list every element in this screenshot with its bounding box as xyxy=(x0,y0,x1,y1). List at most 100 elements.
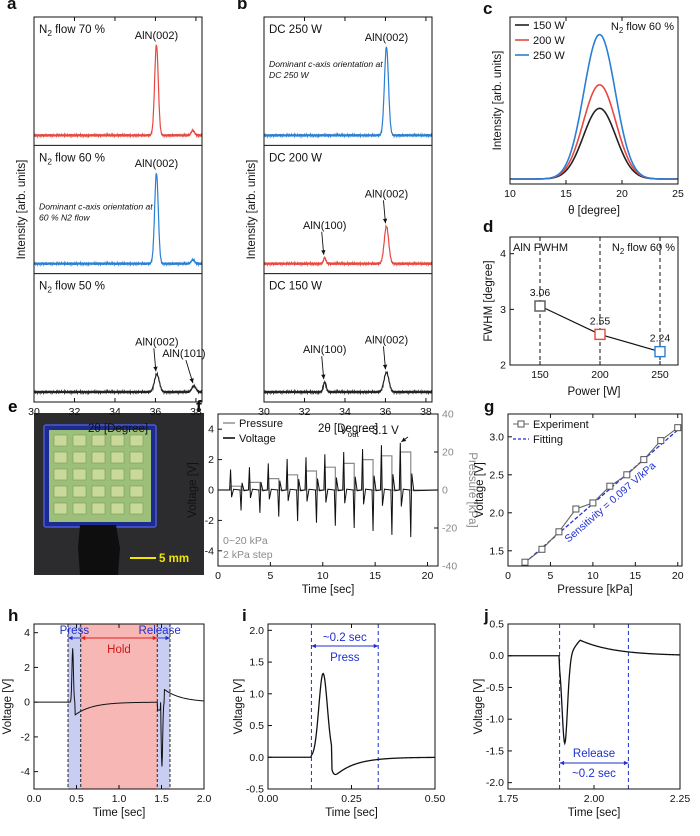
sensor-pixel xyxy=(129,468,144,481)
event-label-j: Release xyxy=(573,748,615,760)
press-label: Press xyxy=(60,625,90,637)
peak-arrow-head xyxy=(321,374,326,380)
panel-label-d: d xyxy=(483,217,493,236)
panel-label-f: f xyxy=(196,397,202,416)
x-tick-label: 2.00 xyxy=(584,793,605,805)
plot-frame-j xyxy=(507,623,681,790)
series-line-c-2 xyxy=(510,33,678,180)
x-tick-label: 0 xyxy=(505,570,511,582)
y-tick-label: -40 xyxy=(442,561,457,573)
peak-label: AlN(101) xyxy=(162,348,205,360)
y-tick-label: -0.5 xyxy=(246,784,264,796)
sensor-pixel xyxy=(72,485,87,498)
sensitivity-label: Sensitivity = 0.097 V/kPa xyxy=(563,460,659,546)
panel-label-j: j xyxy=(483,606,489,625)
y-axis-title-f: Voltage [V] xyxy=(187,462,199,518)
fwhm-point xyxy=(654,345,666,358)
x-tick-label: 2.25 xyxy=(670,793,691,805)
y-tick-label: 4 xyxy=(500,248,506,260)
sensor-pixel xyxy=(91,451,106,464)
x-tick-label: 32 xyxy=(299,406,311,418)
sensor-pixel xyxy=(110,434,125,447)
sensor-pixel xyxy=(72,502,87,515)
sensor-pixel xyxy=(110,502,125,515)
vout-arrow-head xyxy=(401,437,407,442)
experiment-point xyxy=(589,499,597,507)
y-axis-title-a: Intensity [arb. units] xyxy=(16,160,28,260)
peak-arrow-head xyxy=(382,364,388,370)
experiment-point xyxy=(555,528,563,536)
y-tick-label: 0.5 xyxy=(489,619,504,631)
peak-label: AlN(002) xyxy=(365,188,408,200)
sensor-pixel xyxy=(129,502,144,515)
y-tick-label: 0.5 xyxy=(249,720,264,732)
series-line-c-1 xyxy=(510,84,678,180)
voltage-trace xyxy=(218,442,439,538)
experiment-point xyxy=(606,482,614,490)
x-tick-label: 0.50 xyxy=(425,793,446,805)
x-axis-title-i: Time [sec] xyxy=(325,807,378,819)
panel-label-i: i xyxy=(242,606,247,625)
y-axis-title-j: Voltage [V] xyxy=(473,679,485,735)
peak-label: AlN(002) xyxy=(135,336,178,348)
sensor-pixel xyxy=(72,451,87,464)
y-axis-title-g: Voltage [V] xyxy=(474,462,486,518)
legend-label-pressure: Pressure xyxy=(239,418,283,430)
duration-arrow-right-j-head xyxy=(623,760,629,766)
sensor-pixel xyxy=(129,434,144,447)
x-tick-label: 38 xyxy=(190,406,202,418)
experiment-point xyxy=(521,558,529,566)
x-tick-label: 15 xyxy=(369,570,381,582)
y-axis-title-i: Voltage [V] xyxy=(233,679,245,735)
legend-label-experiment: Experiment xyxy=(533,419,589,431)
peak-label: AlN(002) xyxy=(365,334,408,346)
experiment-point xyxy=(657,437,665,445)
x-tick-label: 32 xyxy=(69,406,81,418)
duration-label-i: ~0.2 sec xyxy=(323,632,367,644)
experiment-point xyxy=(538,545,546,553)
experiment-point xyxy=(572,505,580,513)
y-tick-label: 2 xyxy=(208,454,214,466)
annotation-a-1: Dominant c-axis orientation at 60 % N2 fl… xyxy=(39,201,153,222)
y-axis-title-d: FWHM [degree] xyxy=(483,260,495,341)
legend-marker-experiment xyxy=(517,420,525,428)
series-name-a-1: N2 flow 60 % xyxy=(39,152,105,166)
y-tick-label: 3.0 xyxy=(489,431,504,443)
x-tick-label: 30 xyxy=(258,406,270,418)
annotation-b-0: Dominant c-axis orientation at DC 250 W xyxy=(269,59,383,80)
series-line-a-2 xyxy=(33,371,203,396)
y-tick-label: 3 xyxy=(500,304,506,316)
note-d-right: N2 flow 60 % xyxy=(612,242,675,256)
y-axis-title-h: Voltage [V] xyxy=(2,679,14,735)
plot-frame-a xyxy=(33,16,203,403)
peak-arrow-head xyxy=(321,250,326,255)
note-step: 2 kPa step xyxy=(223,549,273,561)
sensor-pixel xyxy=(53,502,68,515)
legend-label-fitting: Fitting xyxy=(533,434,563,446)
legend-label-c-2: 250 W xyxy=(533,50,565,62)
x-tick-label: 1.5 xyxy=(154,793,169,805)
sensor-pixel xyxy=(53,485,68,498)
y2-axis-title-f: Pressure [kPa] xyxy=(466,452,478,527)
x-axis-title-a: 2θ [Degree] xyxy=(88,423,148,435)
y-tick-label: 2.5 xyxy=(489,469,504,481)
x-tick-label: 150 xyxy=(531,369,549,381)
event-label-i: Press xyxy=(330,652,360,664)
hold-label: Hold xyxy=(107,644,131,656)
x-tick-label: 5 xyxy=(548,570,554,582)
release-label: Release xyxy=(139,625,181,637)
release-arrow-right-head xyxy=(165,635,170,641)
x-tick-label: 5 xyxy=(267,570,273,582)
fwhm-point xyxy=(594,328,606,341)
hold-arrow-left-head xyxy=(80,635,86,641)
x-tick-label: 38 xyxy=(420,406,432,418)
y-tick-label: -2 xyxy=(205,515,214,527)
series-name-b-2: DC 150 W xyxy=(269,281,322,293)
scale-bar-label: 5 mm xyxy=(159,553,189,565)
panel-label-e: e xyxy=(8,397,17,416)
series-name-a-0: N2 flow 70 % xyxy=(39,24,105,38)
vout-annotation: Vout = 3.1 V xyxy=(340,425,399,439)
series-line-c-0 xyxy=(510,107,678,180)
x-tick-label: 20 xyxy=(616,188,628,200)
y-tick-label: -1.5 xyxy=(486,745,504,757)
